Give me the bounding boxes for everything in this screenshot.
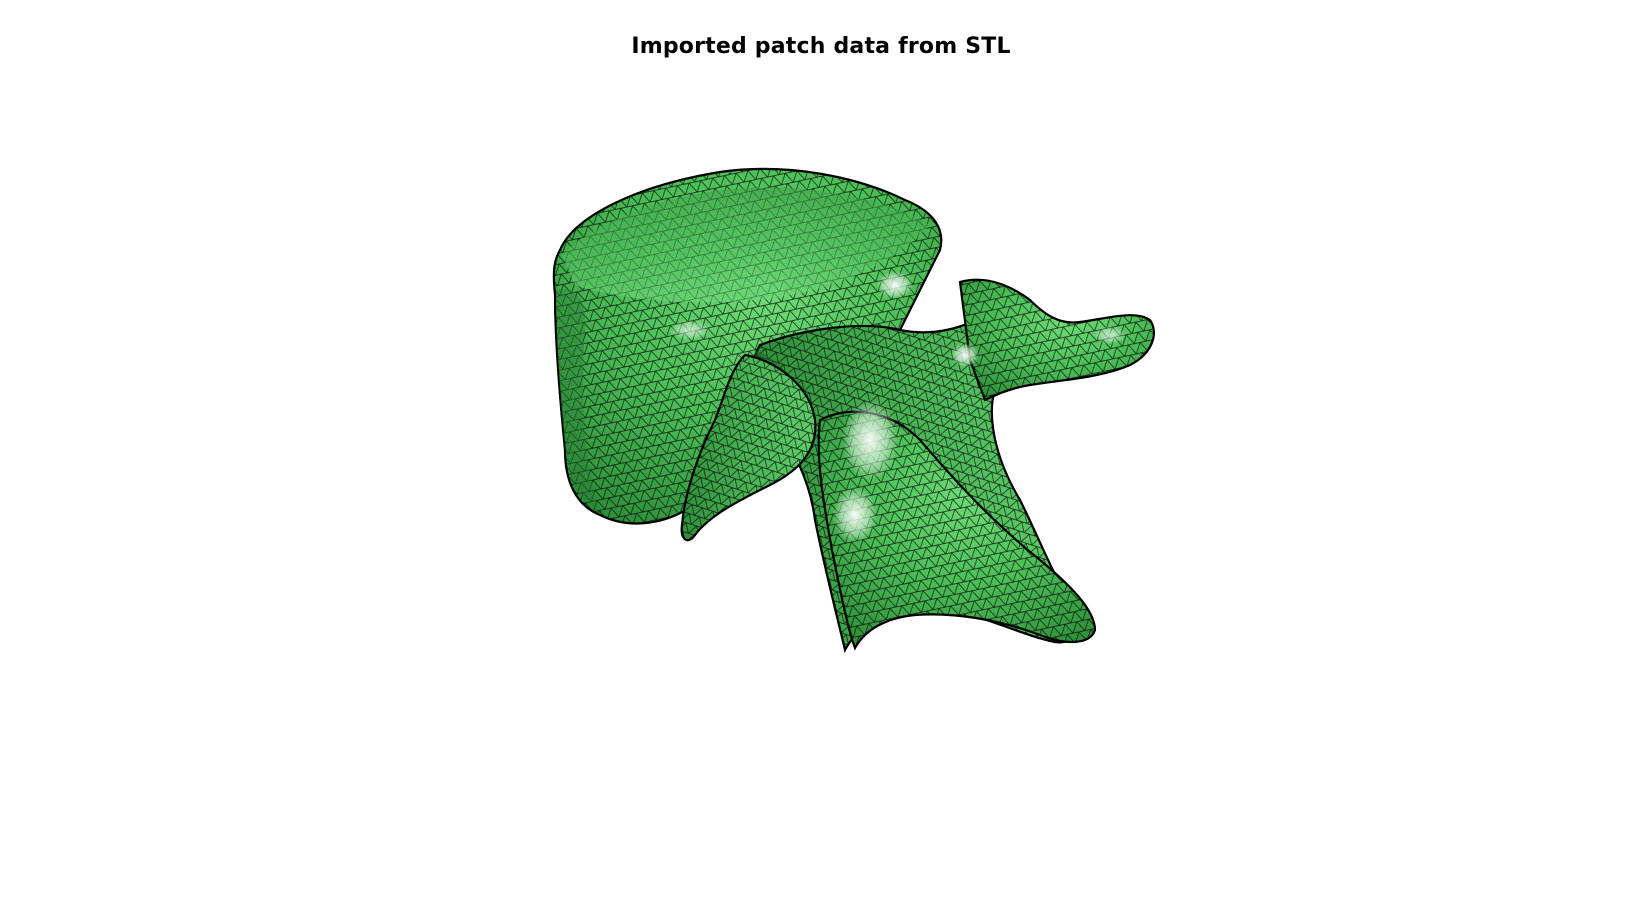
- superior-endplate: [562, 187, 930, 303]
- specular-highlight: [842, 400, 898, 480]
- specular-highlight: [1094, 326, 1126, 344]
- specular-highlight: [877, 271, 913, 299]
- specular-highlight: [670, 320, 710, 340]
- specular-highlight: [833, 487, 877, 543]
- specular-highlight: [951, 343, 979, 367]
- vertebra-mesh: [552, 167, 1156, 654]
- figure-title: Imported patch data from STL: [631, 34, 1011, 59]
